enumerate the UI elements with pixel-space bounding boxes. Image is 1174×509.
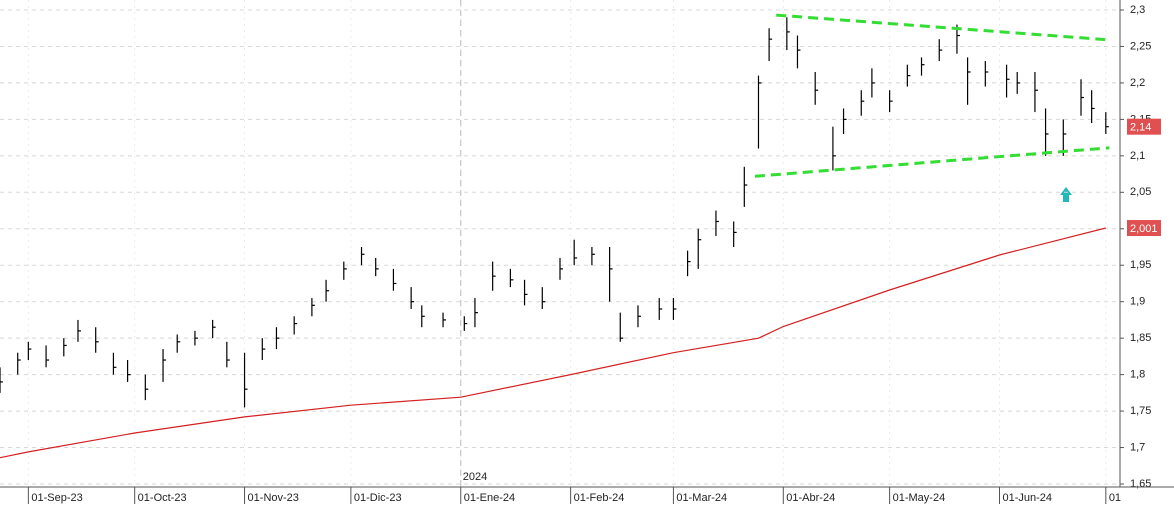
y-tick-label: 1,65 (1130, 478, 1151, 490)
x-tick-label: 01-Feb-24 (574, 492, 625, 504)
price-label: 2,001 (1130, 223, 1158, 235)
arrow-icon (1060, 187, 1072, 202)
price-label-box (1127, 118, 1161, 135)
y-tick-label: 1,75 (1130, 405, 1151, 417)
x-tick-label: 01-Ene-24 (464, 492, 515, 504)
y-tick-label: 2,3 (1130, 4, 1145, 16)
y-tick-label: 1,9 (1130, 296, 1145, 308)
y-tick-label: 1,85 (1130, 332, 1151, 344)
y-tick-label: 2,25 (1130, 40, 1151, 52)
x-tick-label: 01-Dic-23 (354, 492, 402, 504)
x-tick-label: 01-May-24 (893, 492, 946, 504)
y-tick-label: 1,95 (1130, 259, 1151, 271)
moving-average (0, 227, 1106, 459)
price-label-box (1127, 220, 1161, 237)
x-tick-label: 01 (1109, 492, 1121, 504)
x-tick-label: 01-Mar-24 (676, 492, 727, 504)
x-tick-label: 01-Sep-23 (31, 492, 82, 504)
x-tick-label: 01-Abr-24 (786, 492, 835, 504)
y-tick-label: 1,8 (1130, 369, 1145, 381)
y-tick-label: 2,05 (1130, 186, 1151, 198)
y-tick-label: 2,2 (1130, 77, 1145, 89)
y-tick-label: 1,7 (1130, 441, 1145, 453)
year-marker-label: 2024 (463, 471, 487, 483)
x-tick-label: 01-Jun-24 (1002, 492, 1052, 504)
trendline (776, 13, 1110, 42)
x-tick-label: 01-Nov-23 (248, 492, 299, 504)
price-label: 2,14 (1130, 122, 1151, 134)
trendline (754, 146, 1110, 178)
x-tick-label: 01-Oct-23 (138, 492, 187, 504)
y-tick-label: 2,1 (1130, 150, 1145, 162)
